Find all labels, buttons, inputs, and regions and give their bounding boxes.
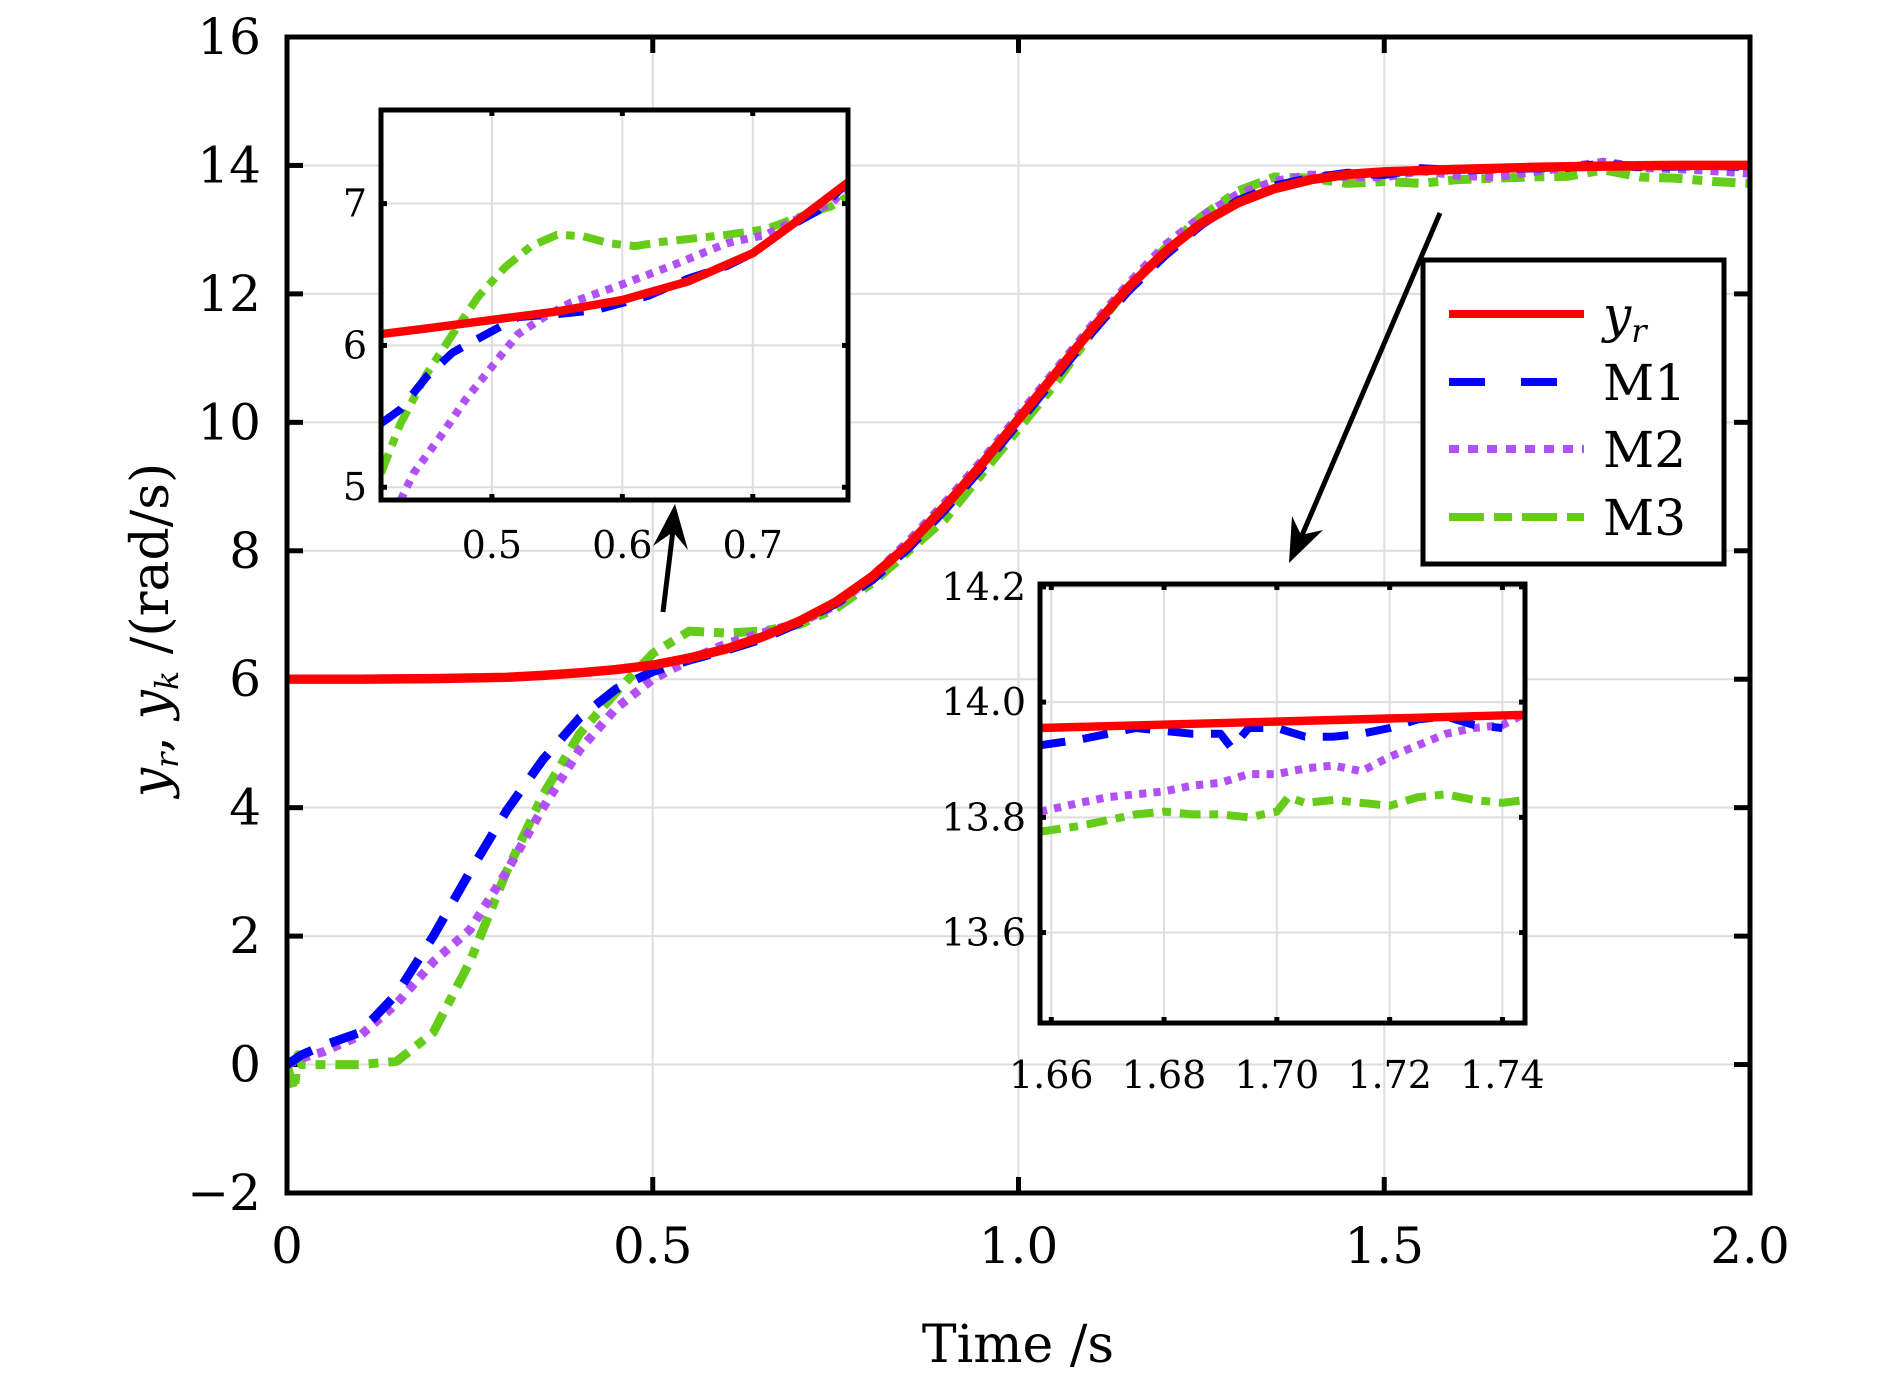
inset-early-y-tick-labels: 5 6 7 — [343, 182, 367, 510]
main-series-group — [287, 157, 1750, 1095]
main-x-tick-label: 2.0 — [1710, 1217, 1790, 1275]
main-series-yr — [287, 160, 1750, 684]
y-axis-title: yr, yk /(rad/s) — [121, 463, 186, 800]
main-y-tick-label: 16 — [197, 8, 261, 66]
inset-late-series-yr — [1040, 710, 1525, 733]
arrow-to-inset-early — [653, 504, 688, 613]
inset-late-x-tick-label: 1.74 — [1460, 1053, 1545, 1097]
main-x-tick-label: 1.5 — [1344, 1217, 1424, 1275]
main-y-tick-label: 4 — [229, 779, 261, 837]
inset-late-x-tick-label: 1.66 — [1009, 1053, 1094, 1097]
inset-late-x-tick-labels: 1.66 1.68 1.70 1.72 1.74 — [1009, 1053, 1545, 1097]
inset-late-y-tick-label: 14.0 — [941, 680, 1026, 724]
main-y-tick-labels: −2 0 2 4 6 8 10 12 14 16 — [187, 8, 261, 1222]
main-y-tick-label: −2 — [187, 1164, 261, 1222]
main-y-tick-label: 2 — [229, 907, 261, 965]
main-x-tick-labels: 0 0.5 1.0 1.5 2.0 — [271, 1217, 1790, 1275]
inset-late-x-tick-label: 1.70 — [1235, 1053, 1320, 1097]
main-y-tick-label: 12 — [197, 265, 261, 323]
main-y-tick-label: 8 — [229, 522, 261, 580]
y-axis-title-sep: , — [121, 720, 181, 753]
legend-label-M2: M2 — [1603, 421, 1686, 479]
inset-late-series-M2 — [1040, 710, 1525, 816]
inset-early-x-tick-label: 0.6 — [592, 523, 652, 567]
arrow-early-shaft — [660, 529, 676, 613]
inset-late-series-group — [1040, 710, 1525, 836]
inset-late-frame — [1037, 581, 1528, 1026]
main-axes-frame — [284, 34, 1753, 1196]
main-x-tick-label: 0 — [271, 1217, 303, 1275]
inset-late-y-tick-label: 13.6 — [941, 911, 1026, 955]
main-y-tick-label: 10 — [197, 393, 261, 451]
y-axis-title-unit: /(rad/s) — [121, 463, 181, 671]
arrow-late-head-icon — [1289, 516, 1323, 563]
inset-late-x-tick-label: 1.72 — [1347, 1053, 1432, 1097]
inset-early-y-tick-label: 6 — [343, 323, 367, 367]
arrow-to-inset-late — [1289, 212, 1443, 563]
main-y-tick-label: 14 — [197, 136, 261, 194]
legend-label-M3: M3 — [1603, 489, 1686, 547]
inset-late-y-tick-labels: 13.6 13.8 14.0 14.2 — [941, 565, 1026, 955]
inset-early-series-M2 — [396, 183, 848, 500]
inset-late-y-tick-label: 13.8 — [941, 795, 1026, 839]
legend-label-M1: M1 — [1603, 354, 1686, 412]
inset-early-series-group — [381, 178, 848, 500]
y-axis-title-yk-sub: k — [148, 671, 186, 690]
y-axis-title-yr-main: y — [121, 767, 181, 799]
inset-late-y-tick-label: 14.2 — [941, 565, 1026, 609]
inset-early-x-tick-label: 0.7 — [723, 523, 783, 567]
main-y-tick-label: 0 — [229, 1036, 261, 1094]
arrow-late-shaft — [1297, 212, 1443, 541]
main-x-tick-label: 1.0 — [979, 1217, 1059, 1275]
inset-early-y-tick-label: 5 — [343, 465, 367, 509]
main-x-tick-label: 0.5 — [613, 1217, 693, 1275]
arrow-early-head-icon — [653, 504, 688, 550]
y-axis-title-yk-main: y — [121, 690, 181, 722]
inset-early-series-yr — [381, 178, 848, 339]
inset-early-y-tick-label: 7 — [343, 182, 367, 226]
y-axis-title-yr-sub: r — [148, 751, 186, 768]
x-axis-title: Time /s — [922, 1315, 1114, 1375]
inset-early-frame — [378, 107, 851, 503]
inset-early-series-M3 — [381, 193, 848, 475]
main-y-tick-label: 6 — [229, 650, 261, 708]
inset-late-x-tick-label: 1.68 — [1122, 1053, 1207, 1097]
legend-label-yr: yr — [1601, 286, 1648, 350]
inset-early-x-tick-label: 0.5 — [462, 523, 522, 567]
inset-late-series-M3 — [1040, 790, 1525, 836]
inset-early-x-tick-labels: 0.5 0.6 0.7 — [462, 523, 783, 567]
